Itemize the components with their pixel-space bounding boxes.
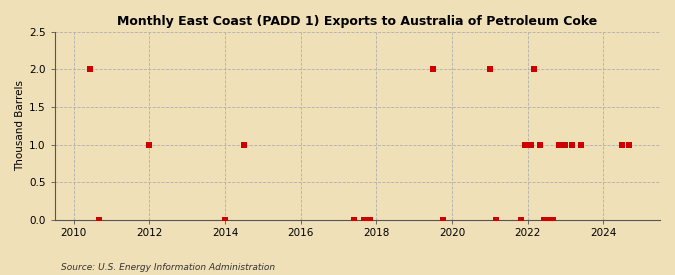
Point	[529, 67, 539, 72]
Point	[560, 142, 571, 147]
Point	[84, 67, 95, 72]
Point	[349, 218, 360, 222]
Point	[541, 218, 552, 222]
Point	[428, 67, 439, 72]
Point	[554, 142, 564, 147]
Point	[617, 142, 628, 147]
Point	[525, 142, 536, 147]
Y-axis label: Thousand Barrels: Thousand Barrels	[15, 80, 25, 171]
Point	[535, 142, 545, 147]
Point	[238, 142, 249, 147]
Title: Monthly East Coast (PADD 1) Exports to Australia of Petroleum Coke: Monthly East Coast (PADD 1) Exports to A…	[117, 15, 597, 28]
Point	[519, 142, 530, 147]
Text: Source: U.S. Energy Information Administration: Source: U.S. Energy Information Administ…	[61, 263, 275, 272]
Point	[437, 218, 448, 222]
Point	[144, 142, 155, 147]
Point	[516, 218, 526, 222]
Point	[547, 218, 558, 222]
Point	[358, 218, 369, 222]
Point	[566, 142, 577, 147]
Point	[364, 218, 375, 222]
Point	[491, 218, 502, 222]
Point	[623, 142, 634, 147]
Point	[576, 142, 587, 147]
Point	[94, 218, 105, 222]
Point	[219, 218, 230, 222]
Point	[485, 67, 495, 72]
Point	[538, 218, 549, 222]
